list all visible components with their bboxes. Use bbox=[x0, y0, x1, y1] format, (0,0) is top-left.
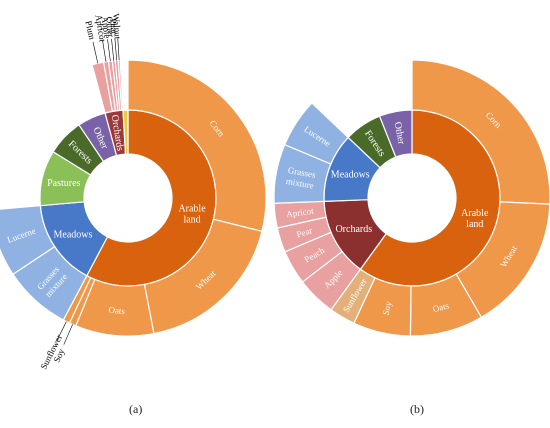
sunburst-a: Arable landMeadowsPasturesForestsOtherOrc… bbox=[0, 13, 267, 371]
inner-label-other: Other bbox=[392, 121, 407, 146]
outer-label-grasses-mixture: Grassesmixture bbox=[285, 165, 317, 191]
outer-segment-corn bbox=[127, 59, 267, 233]
inner-label-arable-land: Arable land bbox=[461, 208, 489, 230]
inner-label-pastures: Pastures bbox=[47, 178, 80, 189]
outer-label-pear: Pear bbox=[295, 225, 313, 239]
center-hole bbox=[369, 155, 455, 241]
outer-label-apricot: Apricot bbox=[93, 14, 107, 43]
leader-sunflower bbox=[56, 321, 67, 342]
inner-label-meadows: Meadows bbox=[331, 170, 370, 181]
inner-segment-vineyards bbox=[122, 109, 129, 155]
outer-label-apricot: Apricot bbox=[286, 206, 315, 220]
inner-label-orchards: Orchards bbox=[335, 224, 372, 235]
panel-label-a: (a) bbox=[129, 402, 143, 416]
leader-plum bbox=[92, 41, 99, 64]
leader-pear bbox=[114, 38, 118, 61]
leader-other bbox=[111, 38, 115, 61]
inner-label-meadows: Meadows bbox=[54, 229, 93, 240]
outer-label-soy: Soy bbox=[381, 300, 394, 316]
outer-label-walnut: Walnut bbox=[111, 13, 123, 40]
outer-label-apple: Apple bbox=[100, 16, 113, 39]
outer-label-other: Other bbox=[104, 16, 116, 37]
outer-label-plum: Plum bbox=[83, 20, 97, 41]
panel-label-b: (b) bbox=[410, 402, 424, 416]
center-hole bbox=[85, 155, 171, 241]
outer-segment-walnut bbox=[117, 59, 124, 111]
inner-label-arable-land: Arable land bbox=[178, 203, 206, 225]
outer-segment-lucerne bbox=[283, 102, 350, 165]
outer-segment-lucerne bbox=[0, 205, 56, 276]
leader-apple bbox=[107, 39, 111, 62]
inner-segment-other bbox=[378, 109, 413, 158]
outer-label-pear: Pear bbox=[108, 18, 119, 35]
outer-label-oats: Oats bbox=[108, 305, 126, 317]
leader-soy bbox=[63, 324, 73, 345]
outer-label-oats: Oats bbox=[432, 300, 451, 314]
leader-walnut bbox=[117, 38, 120, 61]
leader-apricot bbox=[102, 39, 107, 62]
